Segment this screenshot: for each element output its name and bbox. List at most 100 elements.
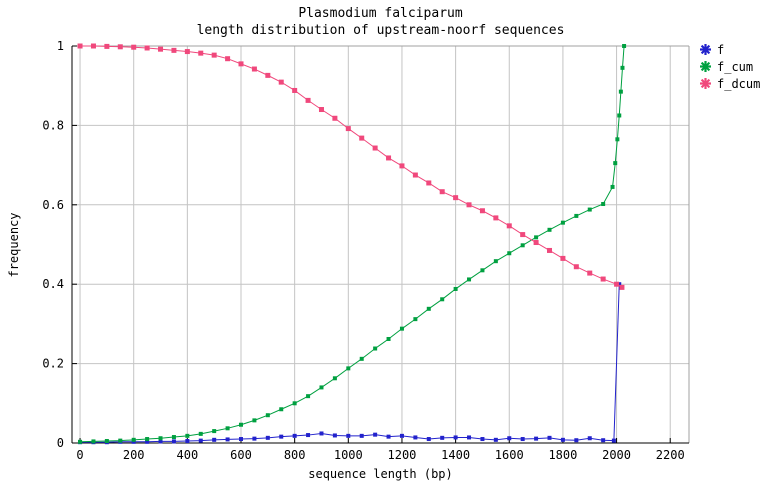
series-marker-f_dcum xyxy=(479,208,485,214)
series-marker-f_dcum xyxy=(104,43,110,49)
series-marker-f_dcum xyxy=(412,172,418,178)
series-marker-f_dcum xyxy=(117,44,123,50)
series-marker-f xyxy=(171,439,176,444)
series-marker-f_dcum xyxy=(211,52,217,58)
x-tick-label: 600 xyxy=(230,448,252,462)
series-marker-f_cum xyxy=(373,346,378,351)
series-marker-f_dcum xyxy=(345,126,351,132)
series-marker-f_cum xyxy=(306,394,311,399)
series-marker-f_cum xyxy=(265,413,270,418)
series-marker-f_dcum xyxy=(77,43,83,49)
series-marker-f_dcum xyxy=(171,47,177,53)
series-marker-f_dcum xyxy=(292,87,298,93)
series-marker-f xyxy=(560,437,565,442)
x-tick-label: 0 xyxy=(76,448,83,462)
series-marker-f_dcum xyxy=(131,44,137,50)
series-marker-f_dcum xyxy=(359,135,365,141)
series-marker-f_dcum xyxy=(251,66,257,72)
series-marker-f xyxy=(306,433,311,438)
series-line-f_cum xyxy=(80,45,625,443)
series-marker-f_cum xyxy=(618,89,623,94)
series-marker-f xyxy=(399,433,404,438)
series-marker-f_dcum xyxy=(198,50,204,56)
series-marker-f_cum xyxy=(145,437,150,442)
series-marker-f_dcum xyxy=(184,49,190,55)
series-marker-f xyxy=(440,435,445,440)
series-marker-f_cum xyxy=(386,336,391,341)
legend-marker-icon xyxy=(700,44,711,55)
y-tick-label: 1 xyxy=(57,39,64,53)
series-marker-f_dcum xyxy=(600,276,606,282)
series-marker-f xyxy=(239,437,244,442)
series-marker-f xyxy=(265,435,270,440)
x-tick-label: 1600 xyxy=(495,448,524,462)
x-tick-label: 400 xyxy=(177,448,199,462)
series-marker-f_cum xyxy=(610,184,615,189)
series-marker-f_cum xyxy=(131,437,136,442)
series-marker-f_dcum xyxy=(573,264,579,270)
series-marker-f_cum xyxy=(413,317,418,322)
legend-label: f xyxy=(717,42,725,57)
chart-title: Plasmodium falciparum xyxy=(298,6,463,21)
chart-subtitle: length distribution of upstream-noorf se… xyxy=(196,23,565,38)
series-marker-f_dcum xyxy=(238,61,244,67)
series-marker-f_cum xyxy=(620,65,625,70)
series-marker-f xyxy=(611,438,616,443)
series-marker-f xyxy=(279,434,284,439)
series-marker-f_cum xyxy=(359,356,364,361)
series-marker-f_cum xyxy=(601,202,606,207)
x-tick-label: 1800 xyxy=(548,448,577,462)
series-marker-f_cum xyxy=(171,435,176,440)
legend-item-f_dcum: f_dcum xyxy=(699,75,760,92)
series-marker-f_cum xyxy=(613,161,618,166)
series-marker-f xyxy=(534,436,539,441)
series-marker-f xyxy=(158,439,163,444)
series-marker-f_cum xyxy=(292,401,297,406)
series-marker-f xyxy=(346,433,351,438)
series-marker-f_cum xyxy=(560,220,565,225)
series-marker-f_cum xyxy=(440,297,445,302)
y-tick-label: 0.6 xyxy=(42,198,64,212)
series-marker-f_dcum xyxy=(520,232,526,238)
legend-marker-icon xyxy=(700,78,711,89)
series-marker-f_cum xyxy=(615,137,620,142)
x-tick-label: 1000 xyxy=(334,448,363,462)
series-marker-f xyxy=(520,437,525,442)
series-marker-f xyxy=(212,437,217,442)
series-marker-f xyxy=(617,282,622,287)
series-marker-f_dcum xyxy=(305,97,311,103)
x-tick-label: 1200 xyxy=(388,448,417,462)
series-marker-f_dcum xyxy=(614,281,620,287)
series-marker-f_dcum xyxy=(426,180,432,186)
series-marker-f_cum xyxy=(319,385,324,390)
series-marker-f_cum xyxy=(507,251,512,256)
series-marker-f xyxy=(373,432,378,437)
series-marker-f_cum xyxy=(534,235,539,240)
series-marker-f_cum xyxy=(225,426,230,431)
series-marker-f_cum xyxy=(467,277,472,282)
legend-item-f: f xyxy=(699,41,760,58)
legend-item-f_cum: f_cum xyxy=(699,58,760,75)
series-marker-f_dcum xyxy=(318,107,324,113)
series-marker-f_cum xyxy=(332,376,337,381)
series-marker-f_cum xyxy=(617,113,622,118)
series-marker-f xyxy=(332,433,337,438)
x-tick-label: 2000 xyxy=(602,448,631,462)
series-marker-f_cum xyxy=(279,407,284,412)
series-marker-f xyxy=(601,438,606,443)
series-marker-f_dcum xyxy=(547,247,553,253)
series-marker-f_cum xyxy=(622,44,627,48)
series-marker-f_dcum xyxy=(265,72,271,78)
series-marker-f_dcum xyxy=(225,56,231,62)
series-marker-f_dcum xyxy=(90,43,96,49)
series-marker-f_cum xyxy=(520,243,525,248)
series-marker-f xyxy=(292,433,297,438)
series-marker-f xyxy=(426,437,431,442)
series-marker-f_dcum xyxy=(158,46,164,52)
series-marker-f_dcum xyxy=(493,215,499,221)
series-marker-f_cum xyxy=(399,326,404,331)
series-marker-f_cum xyxy=(212,429,217,434)
x-tick-label: 200 xyxy=(123,448,145,462)
series-marker-f_dcum xyxy=(619,284,625,290)
